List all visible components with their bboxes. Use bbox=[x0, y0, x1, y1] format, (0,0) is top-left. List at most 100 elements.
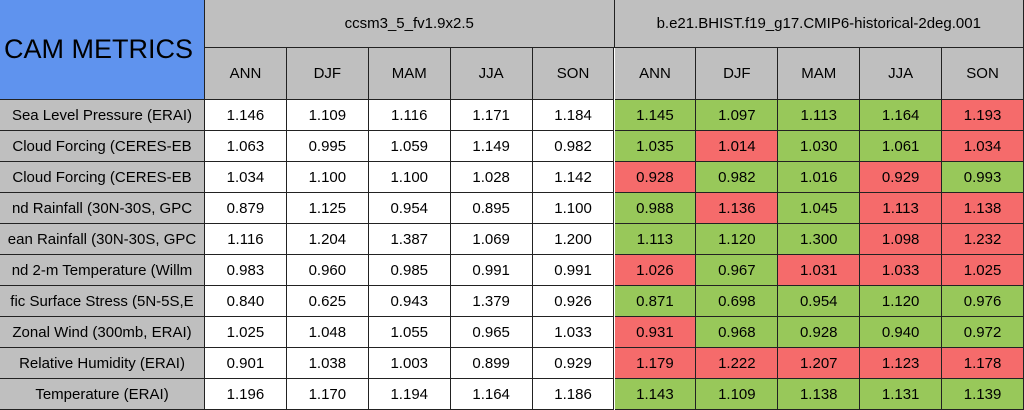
test-value: 0.931 bbox=[614, 317, 697, 348]
base-value: 0.960 bbox=[286, 255, 369, 286]
base-value: 0.983 bbox=[205, 255, 287, 286]
row-label: Relative Humidity (ERAI) bbox=[0, 348, 205, 379]
base-value: 1.069 bbox=[450, 224, 533, 255]
base-value: 1.170 bbox=[286, 379, 369, 410]
base-value: 1.387 bbox=[368, 224, 451, 255]
season-header: SON bbox=[942, 48, 1024, 100]
season-header: JJA bbox=[860, 48, 943, 100]
base-value: 1.194 bbox=[368, 379, 451, 410]
base-value: 1.186 bbox=[532, 379, 615, 410]
test-value: 1.113 bbox=[778, 100, 861, 131]
base-value: 1.033 bbox=[532, 317, 615, 348]
row-label: Zonal Wind (300mb, ERAI) bbox=[0, 317, 205, 348]
test-value: 0.928 bbox=[614, 162, 697, 193]
base-value: 0.982 bbox=[532, 131, 615, 162]
test-value: 1.061 bbox=[860, 131, 943, 162]
test-value: 1.145 bbox=[614, 100, 697, 131]
season-header: ANN bbox=[614, 48, 697, 100]
test-value: 1.139 bbox=[942, 379, 1024, 410]
base-value: 0.879 bbox=[205, 193, 287, 224]
base-value: 0.901 bbox=[205, 348, 287, 379]
test-value: 1.143 bbox=[614, 379, 697, 410]
row-label: fic Surface Stress (5N-5S,E bbox=[0, 286, 205, 317]
base-value: 1.059 bbox=[368, 131, 451, 162]
test-value: 1.025 bbox=[942, 255, 1024, 286]
base-value: 1.025 bbox=[205, 317, 287, 348]
test-value: 0.928 bbox=[778, 317, 861, 348]
test-value: 1.123 bbox=[860, 348, 943, 379]
base-value: 0.954 bbox=[368, 193, 451, 224]
test-value: 0.871 bbox=[614, 286, 697, 317]
base-value: 1.196 bbox=[205, 379, 287, 410]
test-value: 0.929 bbox=[860, 162, 943, 193]
base-value: 1.028 bbox=[450, 162, 533, 193]
base-value: 1.100 bbox=[286, 162, 369, 193]
base-value: 1.109 bbox=[286, 100, 369, 131]
test-value: 0.972 bbox=[942, 317, 1024, 348]
season-header: DJF bbox=[286, 48, 369, 100]
base-value: 1.116 bbox=[368, 100, 451, 131]
test-value: 0.988 bbox=[614, 193, 697, 224]
base-value: 1.184 bbox=[532, 100, 615, 131]
test-value: 1.014 bbox=[696, 131, 779, 162]
test-value: 1.045 bbox=[778, 193, 861, 224]
base-value: 1.116 bbox=[205, 224, 287, 255]
test-value: 1.178 bbox=[942, 348, 1024, 379]
test-value: 0.993 bbox=[942, 162, 1024, 193]
model-header: ccsm3_5_fv1.9x2.5 bbox=[205, 0, 615, 48]
row-label: Cloud Forcing (CERES-EB bbox=[0, 162, 205, 193]
base-value: 0.943 bbox=[368, 286, 451, 317]
test-value: 1.131 bbox=[860, 379, 943, 410]
test-value: 0.698 bbox=[696, 286, 779, 317]
base-value: 0.965 bbox=[450, 317, 533, 348]
test-value: 1.164 bbox=[860, 100, 943, 131]
season-header: JJA bbox=[450, 48, 533, 100]
test-value: 0.940 bbox=[860, 317, 943, 348]
test-value: 1.179 bbox=[614, 348, 697, 379]
test-value: 1.016 bbox=[778, 162, 861, 193]
base-value: 0.985 bbox=[368, 255, 451, 286]
test-value: 1.035 bbox=[614, 131, 697, 162]
test-value: 1.113 bbox=[860, 193, 943, 224]
base-value: 0.625 bbox=[286, 286, 369, 317]
base-value: 0.895 bbox=[450, 193, 533, 224]
row-label: nd 2-m Temperature (Willm bbox=[0, 255, 205, 286]
test-value: 1.138 bbox=[778, 379, 861, 410]
base-value: 1.164 bbox=[450, 379, 533, 410]
test-value: 0.982 bbox=[696, 162, 779, 193]
base-value: 1.149 bbox=[450, 131, 533, 162]
base-value: 0.899 bbox=[450, 348, 533, 379]
base-value: 0.926 bbox=[532, 286, 615, 317]
test-value: 0.976 bbox=[942, 286, 1024, 317]
test-value: 1.033 bbox=[860, 255, 943, 286]
test-value: 1.232 bbox=[942, 224, 1024, 255]
base-value: 1.038 bbox=[286, 348, 369, 379]
base-value: 0.929 bbox=[532, 348, 615, 379]
test-value: 1.109 bbox=[696, 379, 779, 410]
row-label: Sea Level Pressure (ERAI) bbox=[0, 100, 205, 131]
base-value: 1.100 bbox=[532, 193, 615, 224]
base-value: 1.142 bbox=[532, 162, 615, 193]
base-value: 1.379 bbox=[450, 286, 533, 317]
base-value: 0.840 bbox=[205, 286, 287, 317]
base-value: 1.100 bbox=[368, 162, 451, 193]
season-header: DJF bbox=[696, 48, 779, 100]
season-header: MAM bbox=[368, 48, 451, 100]
season-header: MAM bbox=[778, 48, 861, 100]
model-header: b.e21.BHIST.f19_g17.CMIP6-historical-2de… bbox=[614, 0, 1024, 48]
test-value: 1.030 bbox=[778, 131, 861, 162]
corner-title: CAM METRICS bbox=[0, 0, 205, 100]
test-value: 1.193 bbox=[942, 100, 1024, 131]
season-header: ANN bbox=[205, 48, 287, 100]
test-value: 1.034 bbox=[942, 131, 1024, 162]
test-value: 0.954 bbox=[778, 286, 861, 317]
test-value: 1.098 bbox=[860, 224, 943, 255]
base-value: 1.146 bbox=[205, 100, 287, 131]
base-value: 0.995 bbox=[286, 131, 369, 162]
test-value: 1.138 bbox=[942, 193, 1024, 224]
base-value: 0.991 bbox=[450, 255, 533, 286]
test-value: 0.967 bbox=[696, 255, 779, 286]
row-label: ean Rainfall (30N-30S, GPC bbox=[0, 224, 205, 255]
season-header: SON bbox=[532, 48, 615, 100]
